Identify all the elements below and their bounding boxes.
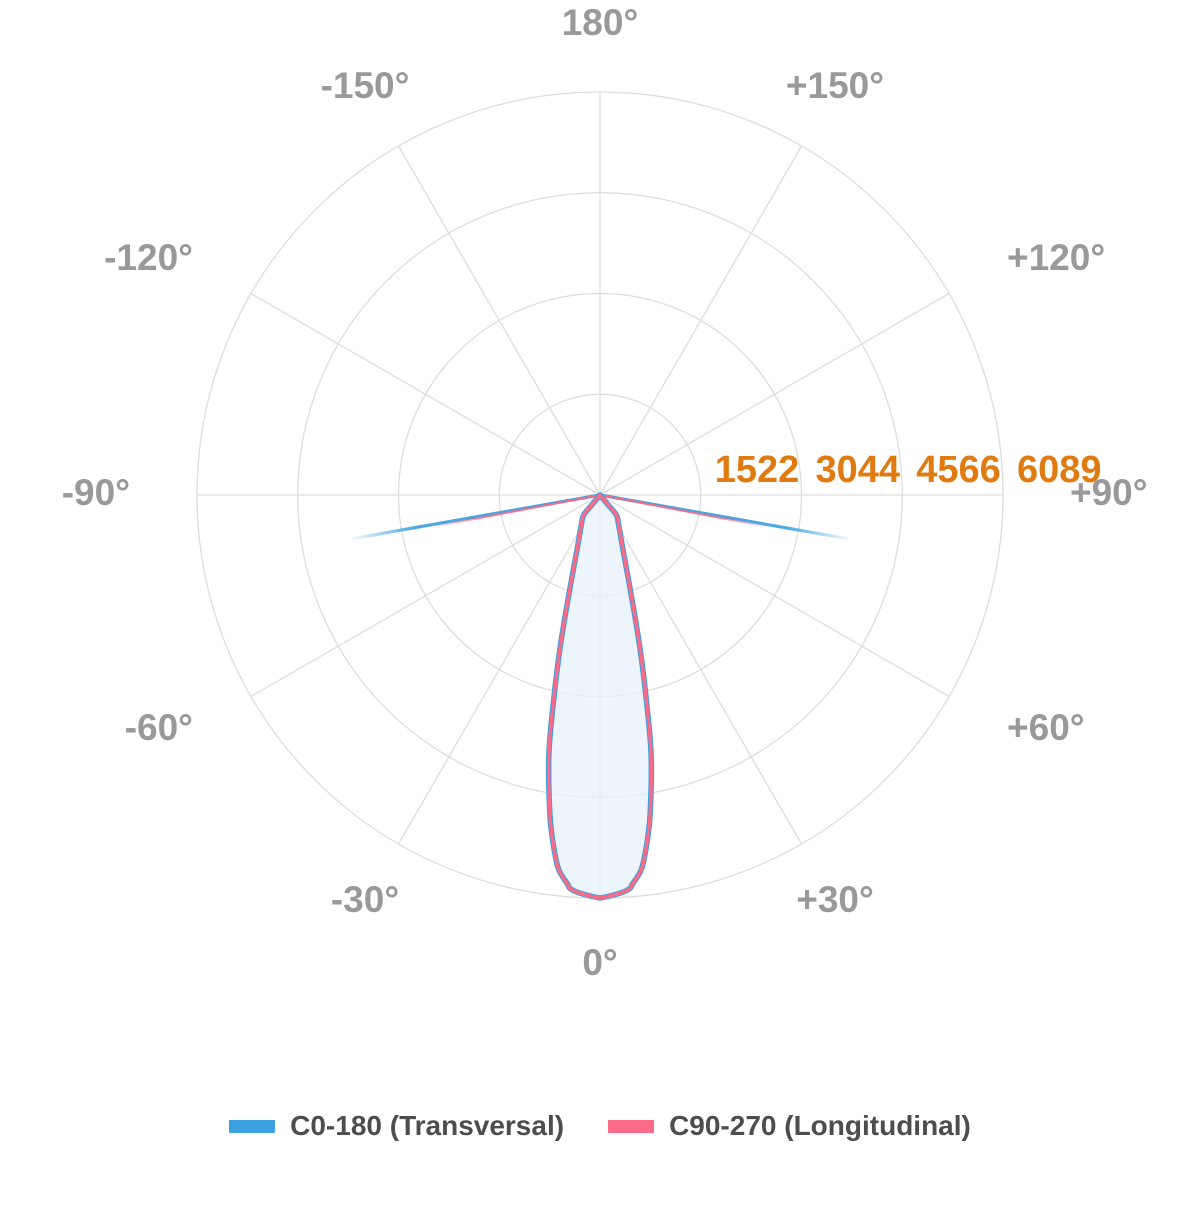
svg-text:1522: 1522	[715, 449, 800, 491]
svg-text:+30°: +30°	[796, 879, 874, 920]
svg-text:-30°: -30°	[331, 879, 399, 920]
svg-text:4566: 4566	[916, 449, 1001, 491]
svg-text:-120°: -120°	[104, 237, 193, 278]
svg-text:180°: 180°	[562, 2, 639, 43]
svg-text:+150°: +150°	[786, 65, 884, 106]
svg-text:3044: 3044	[816, 449, 901, 491]
svg-text:+120°: +120°	[1007, 237, 1105, 278]
svg-text:6089: 6089	[1017, 449, 1102, 491]
svg-text:+60°: +60°	[1007, 707, 1085, 748]
svg-text:-60°: -60°	[125, 707, 193, 748]
svg-text:-150°: -150°	[321, 65, 410, 106]
svg-text:-90°: -90°	[62, 472, 130, 513]
svg-text:0°: 0°	[582, 942, 617, 983]
